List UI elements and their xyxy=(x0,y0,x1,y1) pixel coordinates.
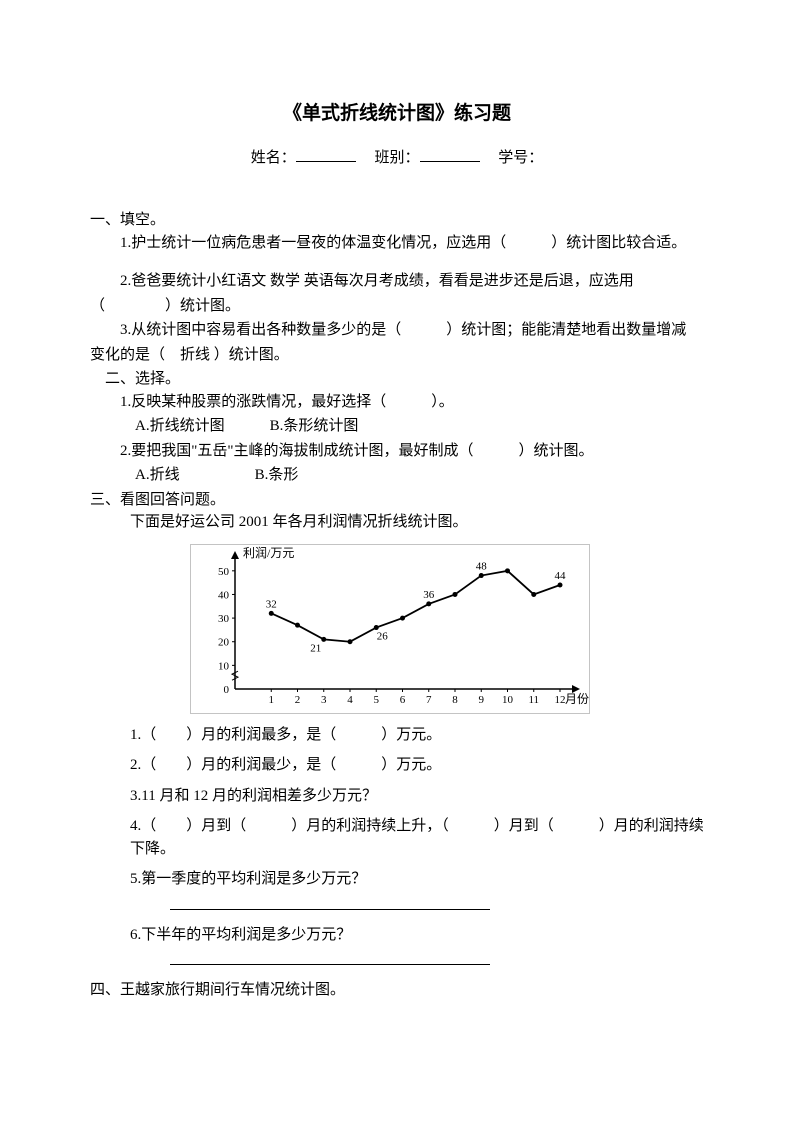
svg-text:8: 8 xyxy=(452,694,458,706)
svg-text:9: 9 xyxy=(479,694,485,706)
svg-text:21: 21 xyxy=(310,642,321,654)
q3-5: 5.第一季度的平均利润是多少万元？ xyxy=(130,868,704,891)
student-info-line: 姓名： 班别： 学号： xyxy=(90,147,704,170)
q1-3a: 3.从统计图中容易看出各种数量多少的是（ ）统计图；能能清楚地看出数量增减 xyxy=(90,319,704,342)
svg-text:30: 30 xyxy=(218,613,230,625)
q3-1: 1.（ ）月的利润最多，是（ ）万元。 xyxy=(130,724,704,747)
chart-questions: 1.（ ）月的利润最多，是（ ）万元。 2.（ ）月的利润最少，是（ ）万元。 … xyxy=(90,724,704,966)
svg-text:6: 6 xyxy=(400,694,406,706)
svg-text:利润/万元: 利润/万元 xyxy=(243,546,294,560)
q2-1-opts: A.折线统计图 B.条形统计图 xyxy=(90,415,704,438)
svg-text:5: 5 xyxy=(374,694,380,706)
svg-text:11: 11 xyxy=(528,694,539,706)
section-1: 一、填空。 1.护士统计一位病危患者一昼夜的体温变化情况，应选用（ ）统计图比较… xyxy=(90,209,704,366)
section-3-intro: 下面是好运公司 2001 年各月利润情况折线统计图。 xyxy=(90,511,704,534)
name-blank xyxy=(296,148,356,162)
svg-text:10: 10 xyxy=(218,660,230,672)
q2-1: 1.反映某种股票的涨跌情况，最好选择（ ）。 xyxy=(90,391,704,414)
svg-text:2: 2 xyxy=(295,694,301,706)
answer-line-1 xyxy=(170,909,490,910)
svg-text:48: 48 xyxy=(476,560,488,572)
q1-2b: （ ）统计图。 xyxy=(90,295,704,318)
svg-text:4: 4 xyxy=(347,694,353,706)
answer-line-2 xyxy=(170,964,490,965)
svg-text:50: 50 xyxy=(218,565,230,577)
svg-text:40: 40 xyxy=(218,589,230,601)
q1-1: 1.护士统计一位病危患者一昼夜的体温变化情况，应选用（ ）统计图比较合适。 xyxy=(90,232,704,255)
section-2-heading: 二、选择。 xyxy=(90,368,704,391)
section-4-heading: 四、王越家旅行期间行车情况统计图。 xyxy=(90,979,704,1002)
section-3-heading: 三、看图回答问题。 xyxy=(90,489,704,512)
name-label: 姓名： xyxy=(251,150,296,166)
q3-6: 6.下半年的平均利润是多少万元？ xyxy=(130,924,704,947)
q1-2a: 2.爸爸要统计小红语文 数学 英语每次月考成绩，看看是进步还是后退，应选用 xyxy=(90,270,704,293)
svg-text:7: 7 xyxy=(426,694,432,706)
svg-text:36: 36 xyxy=(423,588,435,600)
class-blank xyxy=(420,148,480,162)
q2-2: 2.要把我国"五岳"主峰的海拔制成统计图，最好制成（ ）统计图。 xyxy=(90,440,704,463)
section-4: 四、王越家旅行期间行车情况统计图。 xyxy=(90,979,704,1002)
svg-text:0: 0 xyxy=(224,684,230,696)
svg-text:44: 44 xyxy=(555,570,567,582)
q3-3: 3.11 月和 12 月的利润相差多少万元？ xyxy=(130,785,704,808)
svg-text:20: 20 xyxy=(218,636,230,648)
class-label: 班别： xyxy=(374,150,419,166)
svg-text:12: 12 xyxy=(555,694,566,706)
svg-text:3: 3 xyxy=(321,694,327,706)
svg-text:1: 1 xyxy=(269,694,275,706)
svg-text:10: 10 xyxy=(502,694,514,706)
svg-text:32: 32 xyxy=(266,598,277,610)
section-2: 二、选择。 1.反映某种股票的涨跌情况，最好选择（ ）。 A.折线统计图 B.条… xyxy=(90,368,704,487)
section-1-heading: 一、填空。 xyxy=(90,209,704,232)
profit-chart: 01020304050123456789101112利润/万元月份3221263… xyxy=(190,544,590,714)
svg-text:26: 26 xyxy=(377,630,389,642)
q1-3b: 变化的是（ 折线 ）统计图。 xyxy=(90,344,704,367)
page-title: 《单式折线统计图》练习题 xyxy=(90,100,704,129)
svg-text:月份: 月份 xyxy=(565,692,589,706)
q2-2-opts: A.折线 B.条形 xyxy=(90,464,704,487)
section-3: 三、看图回答问题。 下面是好运公司 2001 年各月利润情况折线统计图。 0 10… xyxy=(90,489,704,966)
q3-2: 2.（ ）月的利润最少，是（ ）万元。 xyxy=(130,754,704,777)
q3-4: 4.（ ）月到（ ）月的利润持续上升，（ ）月到（ ）月的利润持续下降。 xyxy=(130,815,704,860)
id-label: 学号： xyxy=(498,150,543,166)
